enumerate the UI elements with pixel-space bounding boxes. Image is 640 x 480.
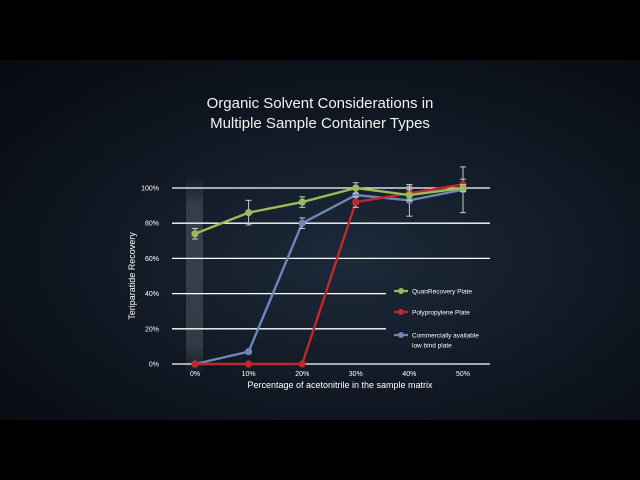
x-tick-label: 0% [190, 371, 200, 378]
legend-label: QuanRecovery Plate [412, 288, 472, 295]
series-line [195, 183, 464, 366]
data-point [459, 184, 467, 192]
legend-swatch-marker [398, 309, 404, 315]
data-point [352, 184, 360, 192]
legend-label: Polypropylene Plate [412, 309, 470, 316]
series-line [194, 186, 464, 235]
chart-title: Organic Solvent Considerations in Multip… [206, 95, 434, 132]
slide: Organic Solvent Considerations in Multip… [0, 60, 640, 420]
data-point [352, 198, 360, 206]
data-point [298, 360, 306, 368]
data-point [405, 191, 413, 199]
data-point [191, 230, 199, 238]
y-axis-label: Teriparatide Recovery [127, 232, 137, 320]
y-tick-label: 100% [141, 186, 159, 193]
y-tick-label: 20% [145, 326, 159, 333]
data-point [298, 219, 306, 227]
x-tick-label: 30% [349, 371, 363, 378]
light-streak [186, 175, 203, 375]
y-tick-label: 40% [145, 291, 159, 298]
x-axis-label: Percentage of acetonitrile in the sample… [247, 380, 433, 390]
chart: 0% 20% 40% 60% 80% 100% 0% 10% 20% 30% 40% 50% Perce… [127, 166, 490, 390]
x-tick-label: 20% [295, 371, 309, 378]
x-tick-label: 40% [402, 371, 416, 378]
legend-swatch-marker [398, 288, 404, 294]
x-tick-label: 50% [456, 371, 470, 378]
legend-swatch-marker [398, 332, 404, 338]
series-line [194, 188, 464, 366]
y-tick-label: 80% [145, 221, 159, 228]
data-point [245, 348, 253, 356]
y-tick-label: 0% [149, 362, 159, 369]
data-point [191, 360, 199, 368]
data-point [245, 209, 253, 217]
data-point [245, 360, 253, 368]
legend-label: Commercially available low bind plate [412, 332, 479, 349]
data-point [298, 198, 306, 206]
x-tick-label: 10% [242, 371, 256, 378]
y-tick-label: 60% [145, 256, 159, 263]
